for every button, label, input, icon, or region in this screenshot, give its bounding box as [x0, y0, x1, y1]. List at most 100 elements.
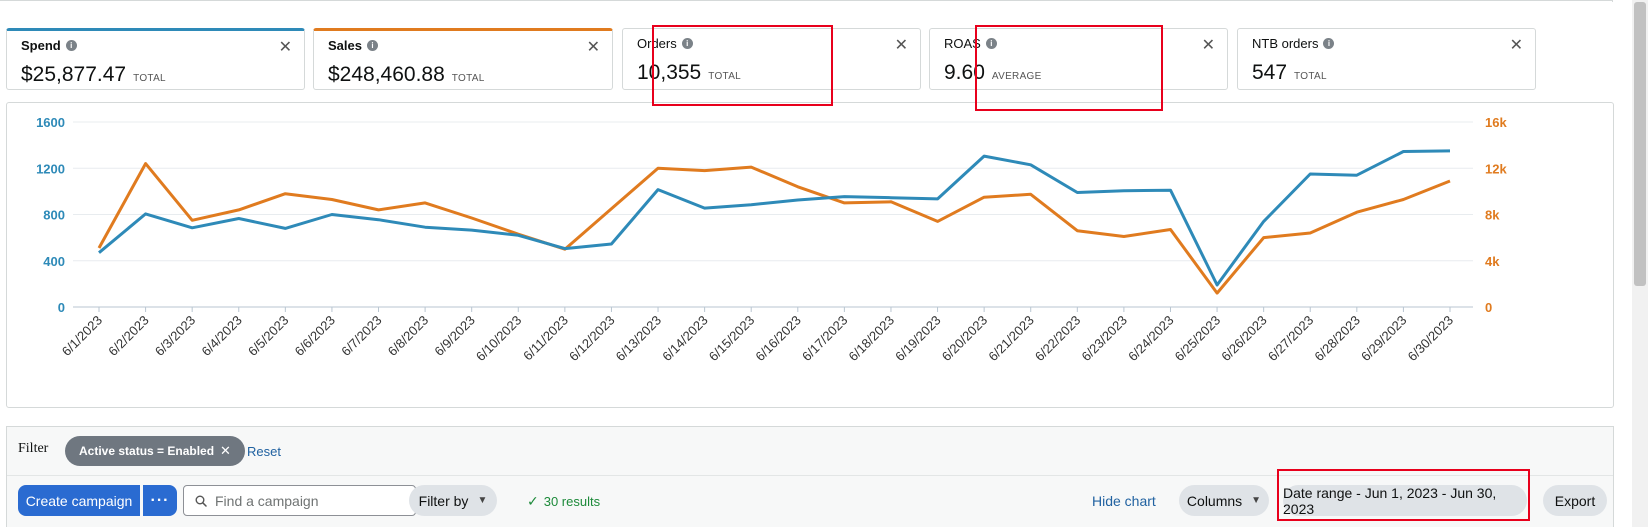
x-tick-label: 6/27/2023 [1265, 313, 1317, 365]
x-tick-label: 6/9/2023 [431, 313, 477, 359]
page-scrollbar-thumb[interactable] [1634, 2, 1646, 286]
filter-chip-active-status[interactable]: Active status = Enabled ✕ [65, 436, 245, 466]
columns-button[interactable]: Columns ▼ [1179, 485, 1269, 516]
metric-name: Sales [328, 38, 362, 53]
x-tick-label: 6/10/2023 [473, 313, 525, 365]
close-icon[interactable]: ✕ [220, 443, 231, 458]
x-tick-label: 6/3/2023 [152, 313, 198, 359]
chevron-down-icon: ▼ [477, 495, 488, 506]
series-line-sales [97, 162, 1451, 295]
metric-value: $248,460.88 [328, 63, 445, 86]
x-tick-label: 6/26/2023 [1218, 313, 1270, 365]
date-range-label: Date range - Jun 1, 2023 - Jun 30, 2023 [1283, 484, 1497, 517]
export-button[interactable]: Export [1543, 485, 1607, 516]
info-icon[interactable]: i [985, 38, 997, 49]
performance-chart: 0 400 800 1200 1600 0 4k 8k 12k 16k 6/1/2023 6/2/20… [36, 115, 1507, 365]
metric-card-ntb-orders[interactable]: NTB orders i 547 TOTAL ✕ [1237, 28, 1536, 90]
y-tick-right: 8k [1485, 208, 1500, 223]
close-icon[interactable]: ✕ [1201, 37, 1215, 54]
x-tick-label: 6/4/2023 [198, 313, 244, 359]
x-tick-label: 6/23/2023 [1079, 313, 1131, 365]
metric-name: ROAS [944, 36, 981, 51]
filter-by-label: Filter by [418, 492, 469, 509]
close-icon[interactable]: ✕ [278, 39, 292, 56]
filter-chip-label: Active status = Enabled [79, 444, 215, 458]
x-tick-label: 6/28/2023 [1311, 313, 1363, 365]
metric-card-roas[interactable]: ROAS i 9.60 AVERAGE ✕ [929, 28, 1228, 90]
x-tick-label: 6/29/2023 [1358, 313, 1410, 365]
metric-value: $25,877.47 [21, 63, 127, 86]
info-icon[interactable]: i [681, 38, 693, 49]
x-tick-label: 6/12/2023 [566, 313, 618, 365]
x-tick-label: 6/6/2023 [292, 313, 338, 359]
info-icon[interactable]: i [366, 40, 378, 51]
metric-card-sales[interactable]: Sales i $248,460.88 TOTAL ✕ [313, 28, 613, 90]
filter-by-button[interactable]: Filter by ▼ [409, 485, 497, 516]
y-tick-left: 1600 [36, 115, 65, 130]
x-tick-label: 6/2/2023 [105, 313, 151, 359]
create-campaign-button[interactable]: Create campaign [18, 485, 140, 516]
metric-qualifier: AVERAGE [991, 71, 1042, 82]
y-tick-right: 4k [1485, 254, 1500, 269]
results-label: 30 results [543, 494, 601, 509]
search-icon [195, 495, 207, 507]
series-line-spend [98, 149, 1451, 287]
results-count: ✓ 30 results [527, 493, 600, 510]
x-tick-label: 6/24/2023 [1125, 313, 1177, 365]
metric-qualifier: TOTAL [708, 71, 742, 82]
metric-value: 9.60 [944, 61, 985, 84]
x-tick-label: 6/11/2023 [520, 313, 571, 364]
hide-chart-link[interactable]: Hide chart [1092, 493, 1156, 509]
x-tick-label: 6/1/2023 [59, 313, 105, 359]
x-tick-label: 6/20/2023 [939, 313, 991, 365]
metric-name: NTB orders [1252, 36, 1319, 51]
y-tick-left: 800 [43, 208, 65, 223]
campaign-search[interactable] [183, 485, 416, 516]
x-tick-label: 6/21/2023 [985, 313, 1037, 365]
y-tick-right: 12k [1485, 161, 1507, 176]
toolbar-divider [7, 475, 1613, 476]
check-icon: ✓ [527, 493, 539, 509]
x-tick-label: 6/16/2023 [752, 313, 804, 365]
x-tick-label: 6/19/2023 [892, 313, 944, 365]
close-icon[interactable]: ✕ [1509, 37, 1523, 54]
search-input[interactable] [215, 492, 405, 509]
x-tick-label: 6/17/2023 [799, 313, 851, 365]
y-tick-left: 1200 [36, 161, 65, 176]
y-tick-left: 0 [58, 300, 65, 315]
y-tick-left: 400 [43, 254, 65, 269]
y-tick-right: 16k [1485, 115, 1507, 130]
metric-qualifier: TOTAL [133, 73, 166, 84]
metric-name: Spend [21, 38, 61, 53]
metric-value: 10,355 [637, 61, 702, 84]
x-tick-label: 6/18/2023 [846, 313, 898, 365]
x-tick-label: 6/8/2023 [385, 313, 431, 359]
top-container-edge [0, 0, 1613, 1]
x-tick-label: 6/5/2023 [245, 313, 291, 359]
x-tick-label: 6/25/2023 [1172, 313, 1224, 365]
y-tick-right: 0 [1485, 300, 1492, 315]
columns-label: Columns [1186, 492, 1243, 509]
close-icon[interactable]: ✕ [586, 39, 600, 56]
x-tick-label: 6/14/2023 [659, 313, 711, 365]
metric-qualifier: TOTAL [1294, 71, 1327, 82]
close-icon[interactable]: ✕ [894, 37, 908, 54]
x-tick-label: 6/22/2023 [1032, 313, 1084, 365]
chevron-down-icon: ▼ [1251, 495, 1262, 506]
metric-qualifier: TOTAL [451, 73, 485, 84]
x-tick-label: 6/7/2023 [338, 313, 384, 359]
x-tick-label: 6/13/2023 [613, 313, 665, 365]
reset-filters-link[interactable]: Reset [247, 444, 281, 459]
metric-card-orders[interactable]: Orders i 10,355 TOTAL ✕ [622, 28, 921, 90]
performance-chart-panel: 0 400 800 1200 1600 0 4k 8k 12k 16k 6/1/2023 6/2/20… [6, 102, 1614, 408]
export-label: Export [1554, 492, 1596, 509]
more-actions-button[interactable]: ··· [143, 485, 177, 516]
top-container-edge-right [1612, 0, 1613, 2]
x-tick-label: 6/15/2023 [706, 313, 758, 365]
info-icon[interactable]: i [1323, 38, 1335, 49]
info-icon[interactable]: i [65, 40, 77, 51]
date-range-button[interactable]: Date range - Jun 1, 2023 - Jun 30, 2023 [1283, 484, 1527, 517]
metric-name: Orders [637, 36, 677, 51]
metric-card-spend[interactable]: Spend i $25,877.47 TOTAL ✕ [6, 28, 305, 90]
filter-label: Filter [18, 441, 49, 456]
